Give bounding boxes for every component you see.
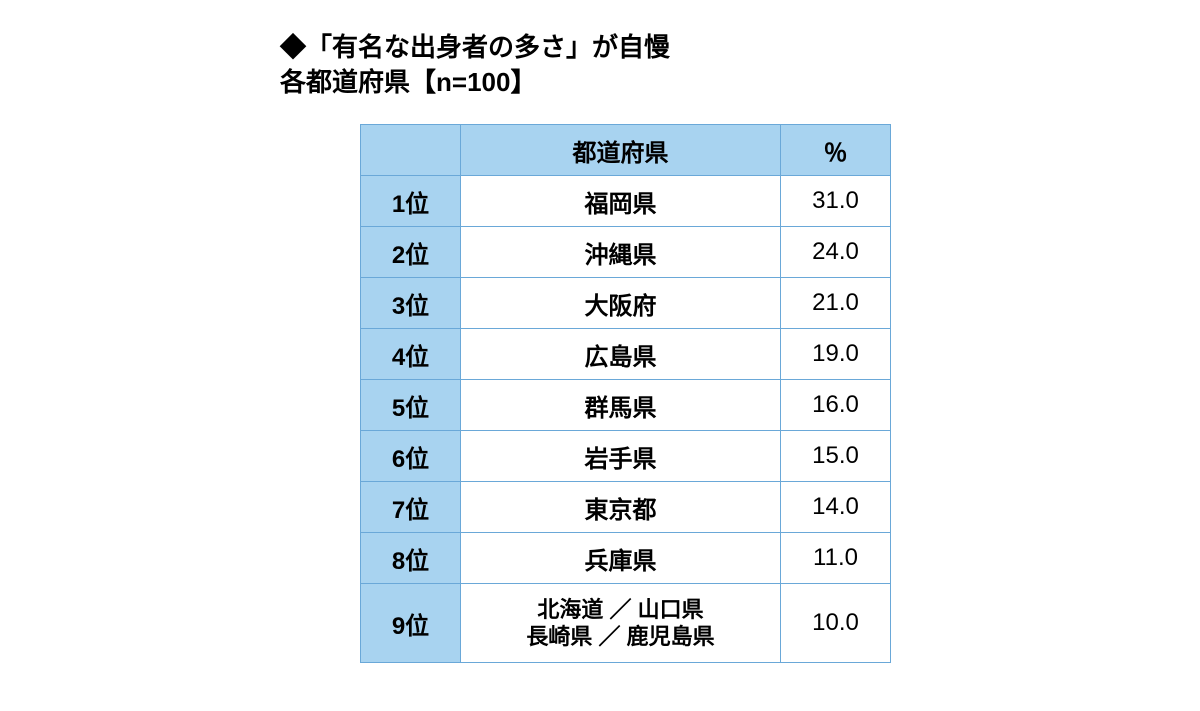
rank-cell: 7位 [361,482,461,533]
rank-cell: 9位 [361,584,461,663]
rank-cell: 4位 [361,329,461,380]
table-row: 7位 東京都 14.0 [361,482,891,533]
percent-cell: 21.0 [781,278,891,329]
table-header-row: 都道府県 ％ [361,125,891,176]
ranking-table-wrap: 都道府県 ％ 1位 福岡県 31.0 2位 沖縄県 24.0 3位 大阪府 [360,124,890,663]
rank-cell: 1位 [361,176,461,227]
percent-cell: 14.0 [781,482,891,533]
percent-cell: 15.0 [781,431,891,482]
title-line-2: 各都道府県【n=100】 [280,65,1200,100]
table-row: 4位 広島県 19.0 [361,329,891,380]
percent-cell: 19.0 [781,329,891,380]
table-row: 6位 岩手県 15.0 [361,431,891,482]
table-row: 1位 福岡県 31.0 [361,176,891,227]
prefecture-cell: 福岡県 [461,176,781,227]
ranking-table: 都道府県 ％ 1位 福岡県 31.0 2位 沖縄県 24.0 3位 大阪府 [360,124,891,663]
header-rank-blank [361,125,461,176]
prefecture-cell: 沖縄県 [461,227,781,278]
percent-cell: 16.0 [781,380,891,431]
prefecture-cell: 東京都 [461,482,781,533]
rank-cell: 5位 [361,380,461,431]
rank-cell: 2位 [361,227,461,278]
rank-cell: 8位 [361,533,461,584]
title-line-1: ◆「有名な出身者の多さ」が自慢 [280,30,1200,65]
prefecture-cell: 岩手県 [461,431,781,482]
table-row: 8位 兵庫県 11.0 [361,533,891,584]
header-prefecture: 都道府県 [461,125,781,176]
rank-cell: 6位 [361,431,461,482]
table-row: 3位 大阪府 21.0 [361,278,891,329]
prefecture-multi: 北海道 ／ 山口県 長崎県 ／ 鹿児島県 [461,596,780,651]
prefecture-cell: 北海道 ／ 山口県 長崎県 ／ 鹿児島県 [461,584,781,663]
percent-cell: 11.0 [781,533,891,584]
page: ◆「有名な出身者の多さ」が自慢 各都道府県【n=100】 都道府県 ％ 1位 福… [0,0,1200,711]
prefecture-cell: 広島県 [461,329,781,380]
rank-cell: 3位 [361,278,461,329]
header-percent: ％ [781,125,891,176]
prefecture-cell: 大阪府 [461,278,781,329]
prefecture-cell: 兵庫県 [461,533,781,584]
percent-cell: 31.0 [781,176,891,227]
title-block: ◆「有名な出身者の多さ」が自慢 各都道府県【n=100】 [280,30,1200,100]
percent-cell: 24.0 [781,227,891,278]
table-row: 9位 北海道 ／ 山口県 長崎県 ／ 鹿児島県 10.0 [361,584,891,663]
table-row: 2位 沖縄県 24.0 [361,227,891,278]
prefecture-cell: 群馬県 [461,380,781,431]
table-row: 5位 群馬県 16.0 [361,380,891,431]
percent-cell: 10.0 [781,584,891,663]
